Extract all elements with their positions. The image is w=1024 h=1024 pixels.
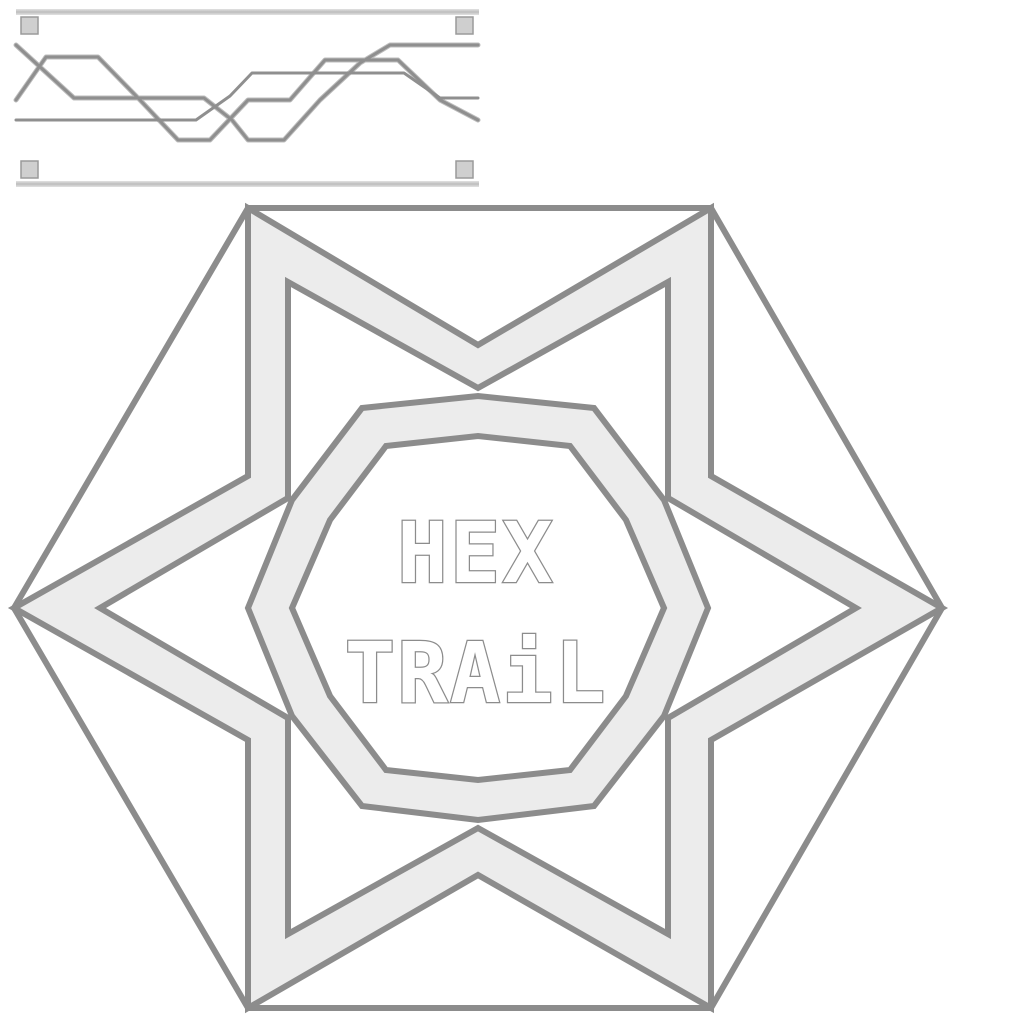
octagon-center xyxy=(288,432,668,784)
title-line-1: HEX xyxy=(397,504,555,602)
preview-bottom-rail xyxy=(16,181,479,187)
preview-corner-square xyxy=(455,160,474,179)
preview-corner-square xyxy=(455,16,474,35)
preview-top-rail xyxy=(16,9,479,15)
trail-line xyxy=(14,55,480,142)
preview-corner-square xyxy=(20,16,39,35)
title-line-2: TRAiL xyxy=(345,624,608,722)
trail-lines-icon xyxy=(13,9,481,187)
preview-corner-square xyxy=(20,160,39,179)
hexagram-emblem-icon xyxy=(7,202,949,1014)
trail-line xyxy=(14,43,480,142)
game-title: HEX TRAiL xyxy=(343,503,608,724)
